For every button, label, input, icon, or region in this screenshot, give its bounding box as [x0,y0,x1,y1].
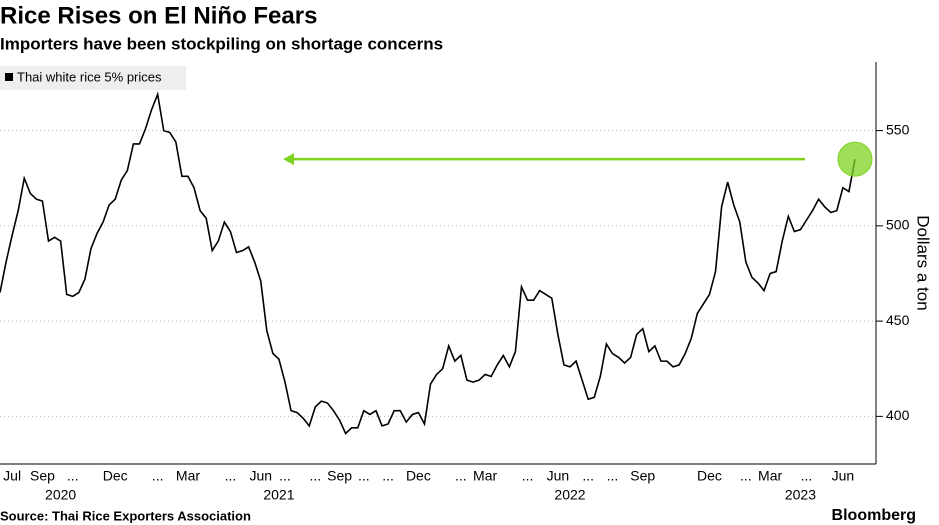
x-tick-label: Jun [832,468,855,484]
x-tick-label: ... [279,468,291,484]
x-tick-label: Dec [697,468,722,484]
x-tick-label: Jun [547,468,570,484]
chart-subtitle: Importers have been stockpiling on short… [0,34,443,53]
x-tick-label: Mar [473,468,497,484]
x-tick-label: ... [522,468,534,484]
x-tick-label: ... [225,468,237,484]
x-tick-label: ... [382,468,394,484]
x-tick-label: Dec [406,468,431,484]
y-tick-label: 400 [886,407,910,423]
legend-swatch [5,73,13,81]
legend-label: Thai white rice 5% prices [17,69,162,84]
price-line [0,91,856,435]
x-tick-label: ... [740,468,752,484]
x-tick-label: Jun [249,468,272,484]
highlight-circle [837,141,873,177]
x-tick-label: ... [309,468,321,484]
chart-title: Rice Rises on El Niño Fears [0,2,317,29]
arrow-head [283,153,294,166]
x-tick-label: ... [67,468,79,484]
x-tick-label: Sep [30,468,55,484]
x-tick-label: ... [455,468,467,484]
x-tick-label: Sep [327,468,352,484]
x-tick-label: ... [801,468,813,484]
x-tick-label: Jul [3,468,21,484]
x-year-label: 2020 [45,487,76,503]
y-axis-label: Dollars a ton [914,215,933,310]
x-tick-label: Sep [630,468,655,484]
y-tick-label: 450 [886,312,910,328]
x-tick-label: Mar [176,468,200,484]
x-year-label: 2023 [785,487,816,503]
x-tick-label: ... [607,468,619,484]
x-year-label: 2021 [263,487,294,503]
legend-box [0,66,186,90]
x-year-label: 2022 [554,487,585,503]
brand: Bloomberg [832,507,916,524]
source: Source: Thai Rice Exporters Association [0,508,251,523]
x-tick-label: Dec [103,468,128,484]
y-tick-label: 500 [886,217,910,233]
x-tick-label: ... [582,468,594,484]
x-tick-label: Mar [758,468,782,484]
x-tick-label: ... [358,468,370,484]
y-tick-label: 550 [886,121,910,137]
x-tick-label: ... [152,468,164,484]
